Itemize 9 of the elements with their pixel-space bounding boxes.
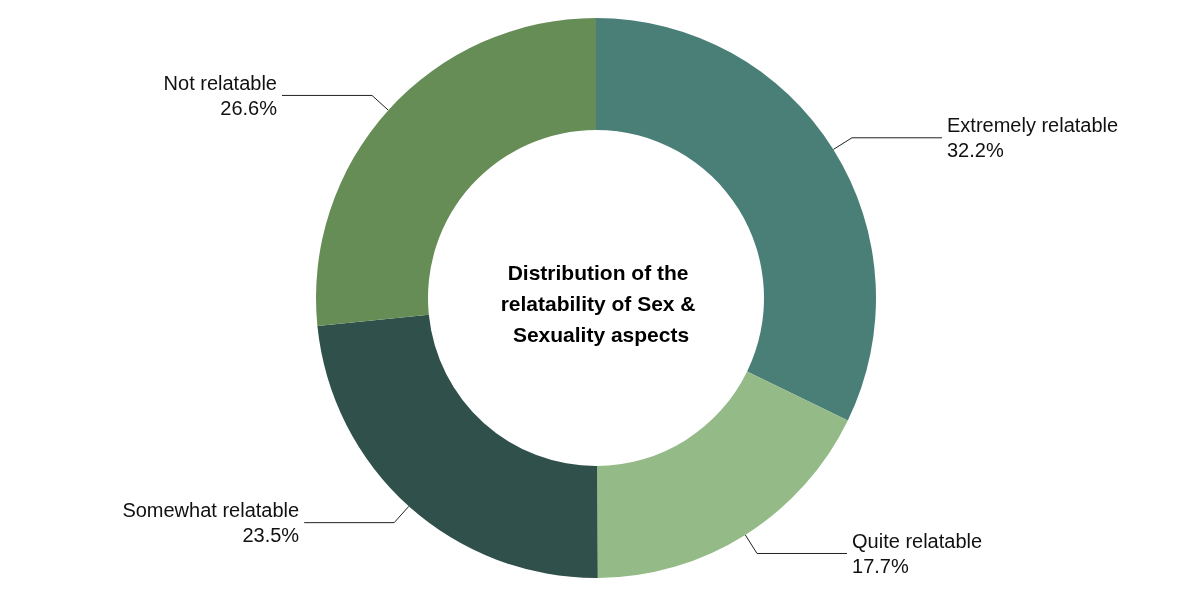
data-label: 32.2% bbox=[947, 139, 1004, 162]
data-label: 17.7% bbox=[852, 554, 909, 577]
data-label: 26.6% bbox=[220, 96, 278, 119]
slice-label: Quite relatable bbox=[852, 529, 983, 552]
text: Distribution of the relatability of Sex & Sexuality aspects bbox=[500, 261, 702, 346]
slice-label: Extremely relatable bbox=[947, 114, 1119, 137]
slice-label: Not relatable bbox=[163, 71, 277, 94]
data-label: 23.5% bbox=[242, 524, 300, 547]
slice-label: Somewhat relatable bbox=[122, 499, 300, 522]
